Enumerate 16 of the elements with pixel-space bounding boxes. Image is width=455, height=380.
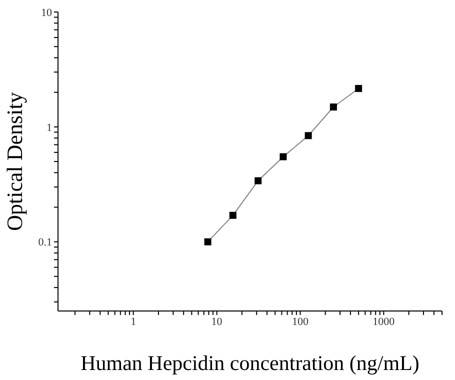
x-tick-label: 1 <box>130 316 136 328</box>
point <box>304 132 312 140</box>
y-tick-label: 0.1 <box>38 236 52 249</box>
x-tick-label: 1000 <box>372 316 396 328</box>
point <box>280 153 287 160</box>
x-tick-label: 10 <box>211 316 223 328</box>
x-tick-label: 100 <box>292 316 309 328</box>
point <box>204 238 212 246</box>
y-tick-label: 10 <box>41 6 52 19</box>
y-tick-label: 1 <box>46 122 52 134</box>
y-axis-title: Optical Density <box>2 92 27 231</box>
point <box>254 177 262 184</box>
point <box>229 212 236 219</box>
x-axis-title: Human Hepcidin concentration (ng/mL) <box>80 351 420 375</box>
point <box>355 84 362 92</box>
point <box>330 104 337 111</box>
